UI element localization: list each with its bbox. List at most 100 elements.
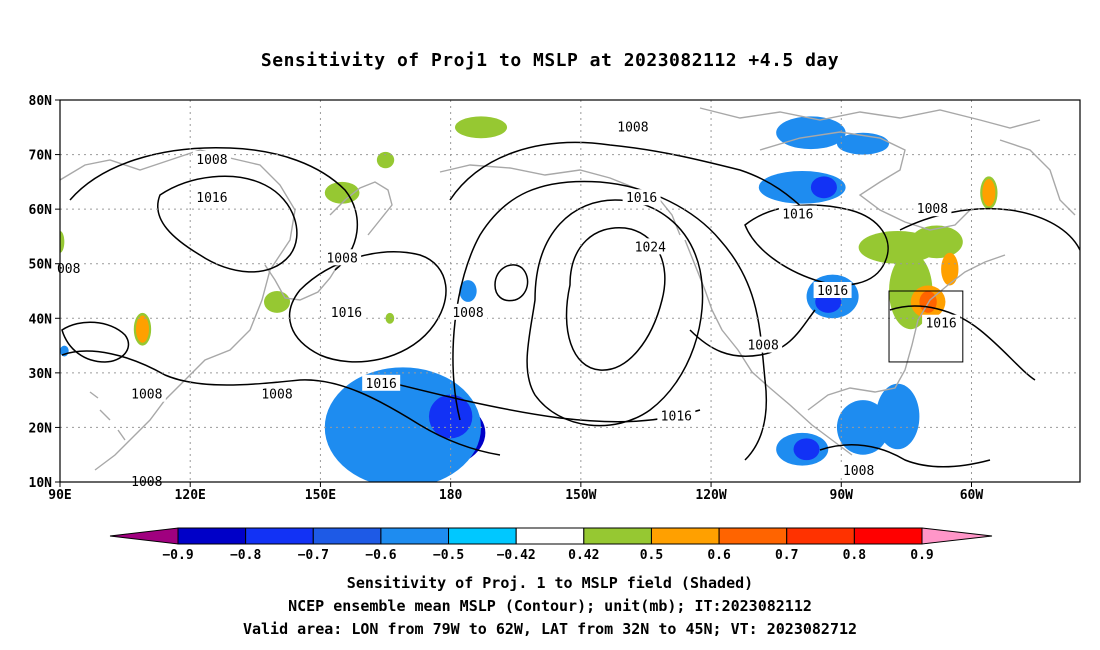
contour-label-2: 1008: [326, 251, 357, 266]
contour-label-9: 1016: [366, 377, 397, 392]
contour-label-bg-11: [258, 385, 297, 402]
colorbar-under-triangle: [109, 527, 179, 545]
colorbar-label-2: −0.7: [298, 548, 329, 563]
coast-greenland: [999, 139, 1076, 216]
contour-label-bg-4: [327, 303, 366, 320]
contour-label-4: 1016: [331, 306, 362, 321]
colorbar-segment-6: [583, 527, 652, 545]
contour-label-bg-17: [913, 200, 952, 217]
lon-label-180: 180: [439, 488, 463, 503]
shading-blob-30: [941, 252, 959, 286]
contour-label-bg-0: [192, 151, 231, 168]
coast-arctic: [699, 107, 1041, 129]
contour-label-16: 1016: [817, 284, 848, 299]
contour-label-bg-19: [839, 462, 878, 479]
shading-blob-14: [459, 280, 477, 302]
lat-label-50: 50N: [29, 258, 53, 273]
colorbar-label-10: 0.8: [843, 548, 867, 563]
coast-east-asia: [60, 149, 296, 471]
contour-small-1008: [494, 264, 529, 302]
lon-label-240: 120W: [695, 488, 726, 503]
contour-1008-atl: [899, 207, 1080, 251]
valid-area-box: [888, 290, 964, 363]
lat-label-30: 30N: [29, 367, 53, 382]
colorbar-segment-2: [312, 527, 382, 545]
contour-label-bg-12: [127, 473, 166, 489]
contour-label-0: 1008: [196, 153, 227, 168]
lat-label-40: 40N: [29, 312, 53, 327]
lat-label-60: 60N: [29, 203, 53, 218]
colorbar-segment-4: [448, 527, 517, 545]
colorbar-segment-5: [515, 527, 585, 545]
shading-blob-2: [324, 367, 481, 482]
colorbar-label-7: 0.5: [640, 548, 663, 563]
colorbar-segment-3: [380, 527, 450, 545]
contour-1008-north: [449, 141, 811, 216]
colorbar-label-1: −0.8: [230, 548, 261, 563]
contour-label-bg-1: [192, 189, 231, 206]
colorbar-label-8: 0.6: [707, 548, 731, 563]
contour-label-3: 008: [57, 262, 80, 277]
map-title: Sensitivity of Proj1 to MSLP at 20230821…: [260, 50, 840, 71]
contour-1016-pacific: [289, 251, 447, 363]
contour-label-18: 1016: [925, 317, 956, 332]
contour-label-bg-14: [744, 336, 783, 353]
contour-label-10: 1008: [131, 388, 162, 403]
contour-label-19: 1008: [843, 464, 874, 479]
contour-label-5: 1008: [452, 306, 483, 321]
contour-labels: 1008 1016 1008 008 1016 1008 1016 1008 1024 1016 1…: [53, 118, 961, 490]
shading-blob-12: [793, 438, 820, 461]
lon-label-270: 90W: [830, 488, 854, 503]
shading-blob-7: [836, 132, 890, 155]
lon-label-300: 60W: [960, 488, 984, 503]
contour-label-bg-10: [127, 385, 166, 402]
contour-label-17: 1008: [917, 202, 948, 217]
contour-label-bg-3: [53, 260, 84, 277]
lat-lon-grid: [60, 100, 1080, 482]
shading-blob-21: [264, 291, 291, 313]
shading-blob-22: [376, 151, 395, 169]
map-frame: [59, 99, 1081, 483]
contour-label-7: 1008: [617, 120, 648, 135]
colorbar-segment-9: [786, 527, 855, 545]
contour-1008-carib: [819, 444, 991, 468]
contour-label-bg-13: [657, 407, 696, 424]
lon-label-120: 120E: [175, 488, 206, 503]
footer-line-2: NCEP ensemble mean MSLP (Contour); unit(…: [288, 597, 812, 615]
contour-label-13: 1016: [661, 410, 692, 425]
coast-west-na: [684, 239, 853, 456]
contour-loop-asia: [61, 321, 130, 363]
lat-label-70: 70N: [29, 149, 53, 164]
contour-label-bg-5: [449, 303, 487, 320]
colorbar-label-6: 0.42: [568, 548, 599, 563]
colorbar-segment-7: [650, 527, 720, 545]
contour-1016-atl: [889, 305, 1036, 381]
contour-1016-west: [157, 175, 298, 273]
shading-blob-13: [876, 383, 920, 450]
contour-label-bg-8: [631, 238, 670, 255]
lat-label-10: 10N: [29, 476, 53, 491]
contour-label-11: 1008: [261, 388, 292, 403]
shading-blob-28: [982, 179, 996, 207]
footer-line-1: Sensitivity of Proj. 1 to MSLP field (Sh…: [346, 574, 754, 592]
contour-label-6: 1016: [626, 191, 657, 206]
shading-blob-23: [385, 312, 395, 324]
contour-label-1: 1016: [196, 191, 227, 206]
colorbar-label-11: 0.9: [910, 548, 933, 563]
contour-label-bg-16: [813, 282, 852, 298]
contour-1024: [565, 227, 666, 371]
footer-line-3: Valid area: LON from 79W to 62W, LAT fro…: [242, 620, 858, 638]
contour-1016-outer: [452, 180, 768, 461]
coast-kamchatka: [329, 181, 393, 236]
sensitivity-shading: [60, 116, 998, 482]
colorbar: −0.9 −0.8 −0.7 −0.6 −0.5 −0.42 0.42 0.5 0.6 0.7 0.…: [109, 527, 993, 563]
lat-label-20: 20N: [29, 421, 53, 436]
colorbar-segment-0: [177, 527, 247, 545]
colorbar-segment-1: [245, 527, 314, 545]
shading-blob-10: [836, 400, 890, 455]
colorbar-over-triangle: [921, 527, 993, 545]
colorbar-label-9: 0.7: [775, 548, 798, 563]
lat-label-80: 80N: [29, 94, 53, 109]
contour-label-8: 1024: [635, 240, 666, 255]
